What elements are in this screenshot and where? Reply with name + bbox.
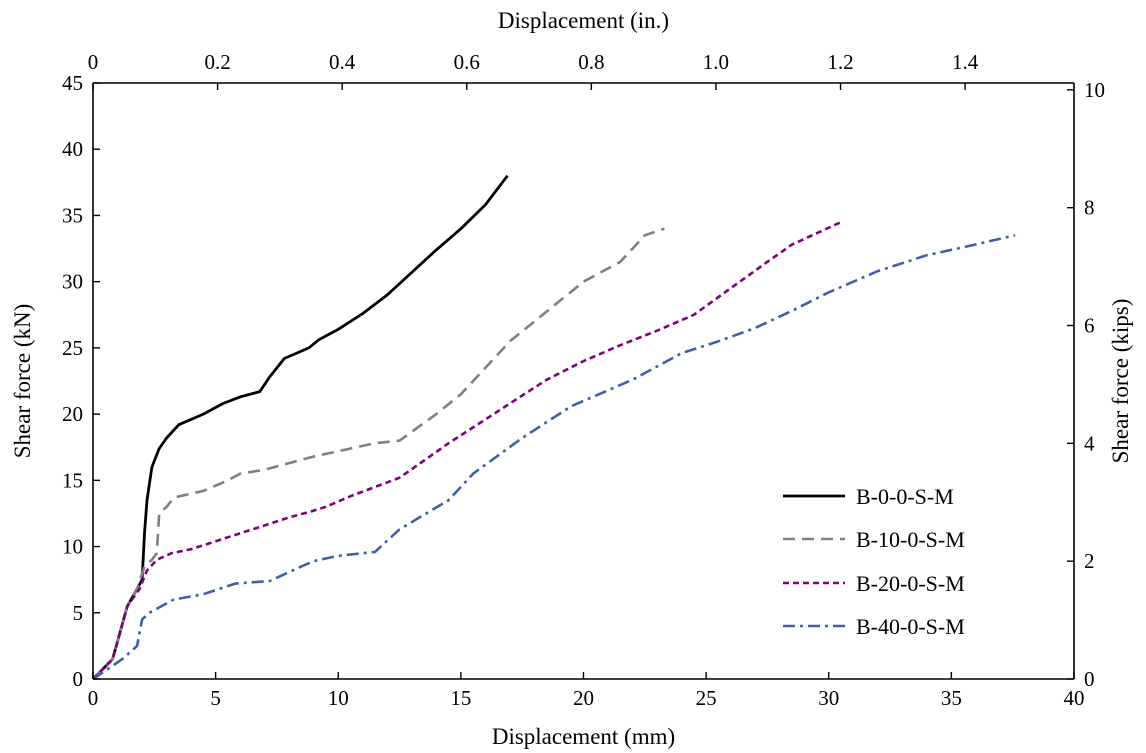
top-x-tick-label: 1.4 [952,50,979,74]
y-tick-label: 30 [62,270,83,294]
right-y-tick-label: 6 [1084,314,1095,338]
y-tick-label: 35 [62,203,83,227]
legend-label: B-20-0-S-M [856,571,965,596]
legend: B-0-0-S-M B-10-0-S-M B-20-0-S-M B-40-0-S-M [783,484,965,639]
x-tick-label: 35 [941,686,962,710]
y-tick-label: 15 [62,468,83,492]
y-axis-title: Shear force (kN) [10,304,35,459]
y-tick-label: 5 [73,601,84,625]
x-tick-label: 20 [573,686,594,710]
x-tick-label: 25 [696,686,717,710]
right-y-tick-label: 4 [1084,431,1095,455]
y-tick-label: 40 [62,137,83,161]
right-y-tick-label: 0 [1084,667,1095,691]
legend-label: B-0-0-S-M [856,484,954,509]
top-x-tick-label: 0.8 [578,50,604,74]
right-y-tick-label: 2 [1084,549,1095,573]
series-line-B-0-0-S-M [92,174,509,680]
x-axis-title: Displacement (mm) [492,724,675,749]
right-y-tick-label: 10 [1084,78,1105,102]
x-tick-label: 15 [450,686,471,710]
series-line-B-40-0-S-M [92,234,1016,681]
axes-layer [92,82,1075,680]
x-tick-label: 0 [88,686,99,710]
top-x-tick-label: 1.0 [703,50,729,74]
top-x-tick-label: 0.2 [204,50,230,74]
top-x-tick-label: 0.4 [329,50,356,74]
series-line-B-20-0-S-M [92,220,842,680]
top-x-axis-title: Displacement (in.) [498,8,669,33]
top-x-tick-label: 0 [88,50,99,74]
legend-label: B-10-0-S-M [856,527,965,552]
x-tick-label: 5 [210,686,221,710]
y-tick-label: 10 [62,535,83,559]
top-x-tick-label: 1.2 [827,50,853,74]
top-x-tick-label: 0.6 [454,50,480,74]
x-tick-label: 10 [328,686,349,710]
y-tick-label: 25 [62,336,83,360]
legend-label: B-40-0-S-M [856,614,965,639]
y-tick-label: 0 [73,667,84,691]
x-tick-label: 40 [1064,686,1085,710]
right-y-axis-title: Shear force (kips) [1108,299,1133,464]
y-tick-label: 20 [62,402,83,426]
series-layer [92,174,1016,681]
x-tick-label: 30 [818,686,839,710]
right-y-tick-label: 8 [1084,196,1095,220]
y-tick-label: 45 [62,71,83,95]
series-line-B-10-0-S-M [92,227,665,680]
